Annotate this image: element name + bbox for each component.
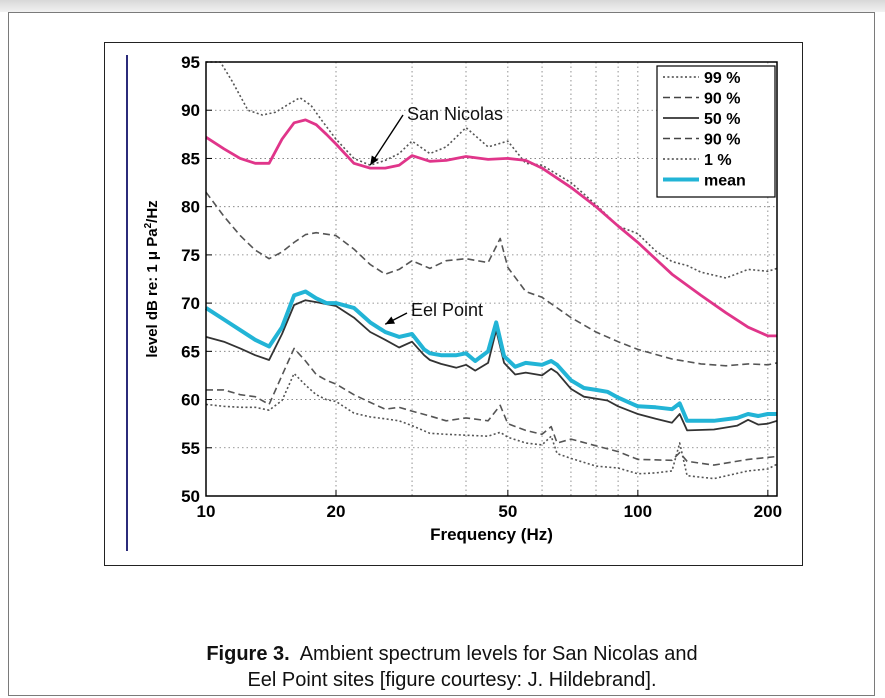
caption-text-1: Ambient spectrum levels for San Nicolas …	[299, 643, 698, 665]
annotation-arrow-shaft	[369, 114, 404, 166]
series-line-mean-ep	[204, 289, 777, 423]
series-lines	[204, 61, 778, 480]
y-tick-label: 70	[181, 294, 200, 313]
y-axis-title: level dB re: 1 μ Pa2/Hz	[143, 200, 161, 357]
x-tick-label: 50	[498, 502, 517, 521]
top-decor-strip	[0, 0, 885, 12]
y-tick-label: 60	[181, 391, 200, 410]
legend-label: 99 %	[704, 70, 740, 87]
legend-label: 1 %	[704, 152, 732, 169]
y-tick-label: 80	[181, 198, 200, 217]
x-tick-label: 200	[754, 502, 782, 521]
x-tick-label: 100	[624, 502, 652, 521]
annotations: San Nicolas Eel Point	[369, 104, 503, 325]
caption-line-1: Figure 3. Ambient spectrum levels for Sa…	[96, 641, 808, 667]
annotation-label: San Nicolas	[407, 104, 503, 124]
legend-box	[656, 65, 776, 198]
y-tick-label: 55	[181, 439, 200, 458]
series-line-p1-ep	[205, 372, 778, 480]
annotation-label: Eel Point	[411, 300, 483, 320]
legend: 99 % 90 % 50 % 90 % 1 % mean	[656, 65, 776, 198]
spectrum-chart: 50 55 60 65 70 75 80 85 90 95 10 20 50 100 200 99 % 90 …	[126, 53, 782, 551]
y-tick-label: 50	[181, 487, 200, 506]
legend-label: 90 %	[704, 91, 740, 108]
x-tick-label: 20	[327, 502, 346, 521]
y-tick-label: 85	[181, 149, 200, 168]
figure-frame: 50 55 60 65 70 75 80 85 90 95 10 20 50 100 200 99 % 90 …	[104, 42, 803, 566]
legend-label: mean	[704, 173, 746, 190]
y-axis-title-tail: /Hz	[144, 200, 161, 223]
series-line-mean-sn	[205, 118, 777, 338]
axis-ticks: 50 55 60 65 70 75 80 85 90 95 10 20 50 100 200	[181, 53, 782, 521]
legend-label: 50 %	[704, 111, 740, 128]
annotation-arrow-head	[385, 316, 396, 325]
caption-figure-label: Figure 3.	[206, 643, 290, 665]
annotation-arrow-head	[370, 155, 379, 166]
series-line-p50-ep	[205, 299, 778, 432]
x-axis-title: Frequency (Hz)	[430, 525, 553, 544]
y-tick-label: 90	[181, 101, 200, 120]
x-tick-label: 10	[197, 502, 216, 521]
y-axis-title-superscript: 2	[143, 222, 154, 228]
plot-area-frame	[205, 61, 778, 497]
caption-line-2: Eel Point sites [figure courtesy: J. Hil…	[247, 669, 657, 691]
y-tick-label: 65	[181, 342, 200, 361]
series-line-p90-ep	[206, 347, 778, 466]
legend-label: 90 %	[704, 132, 740, 149]
series-line-p90-sn	[205, 191, 778, 367]
y-axis-title-base: level dB re: 1 μ Pa	[144, 228, 161, 358]
y-tick-label: 95	[181, 53, 200, 72]
figure-caption: Figure 3. Ambient spectrum levels for Sa…	[96, 641, 808, 693]
y-tick-label: 75	[181, 246, 200, 265]
